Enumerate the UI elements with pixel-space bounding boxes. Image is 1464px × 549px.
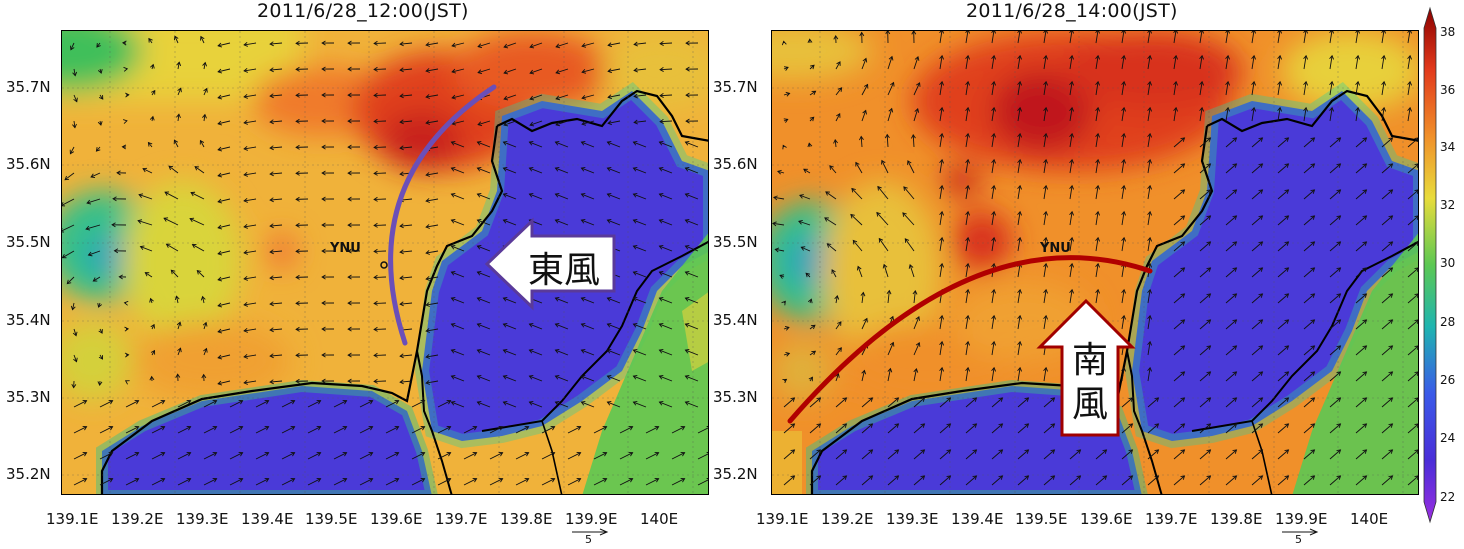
lat-label-right: 35.5N [713, 233, 758, 251]
lon-label-left: 139.4E [241, 510, 294, 528]
colorbar-tick: 24 [1440, 431, 1456, 445]
reference-vector-label-right: 5 [1295, 533, 1302, 546]
south-wind-label-char-1: 南 [1071, 340, 1108, 381]
temperature-field-right [772, 31, 1418, 494]
lon-label-left: 139.9E [565, 510, 618, 528]
lon-label-left: 139.8E [500, 510, 553, 528]
south-wind-label-char-2: 風 [1071, 384, 1108, 425]
colorbar-tick: 30 [1440, 256, 1456, 270]
lon-label-right: 139.3E [886, 510, 939, 528]
lon-label-right: 139.4E [951, 510, 1004, 528]
wind-vectors-left [62, 35, 708, 486]
panel-title-right: 2011/6/28_14:00(JST) [966, 0, 1178, 22]
lon-label-left: 139.6E [370, 510, 423, 528]
lat-label-right: 35.6N [713, 155, 758, 173]
reference-vector-left [572, 528, 609, 536]
lon-label-right: 139.9E [1275, 510, 1328, 528]
lon-label-left: 139.7E [435, 510, 488, 528]
sea-breeze-front-left [388, 84, 497, 346]
east-wind-label: 東風 [528, 250, 601, 291]
lat-label-left: 35.4N [6, 311, 51, 329]
lon-label-right: 139.5E [1015, 510, 1068, 528]
lat-label-left: 35.6N [6, 155, 51, 173]
wind-vectors-right [772, 31, 1418, 486]
south-wind-arrow [1036, 298, 1136, 437]
colorbar-tick: 34 [1440, 140, 1456, 154]
lat-label-right: 35.2N [713, 465, 758, 483]
lat-label-left: 35.3N [6, 388, 51, 406]
lat-label-right: 35.3N [713, 388, 758, 406]
ynu-marker-left [380, 261, 388, 269]
lat-label-left: 35.5N [6, 233, 51, 251]
lon-label-left: 139.1E [46, 510, 99, 528]
lon-label-right: 139.2E [821, 510, 874, 528]
temperature-field-left [62, 31, 708, 494]
colorbar [1423, 6, 1437, 524]
ynu-label-right: YNU [1040, 241, 1071, 256]
lat-label-left: 35.7N [6, 78, 51, 96]
east-wind-arrow [484, 217, 616, 311]
lat-label-right: 35.4N [713, 311, 758, 329]
ynu-label-left: YNU [330, 241, 361, 256]
reference-vector-label-left: 5 [585, 533, 592, 546]
lon-label-right: 140E [1350, 510, 1389, 528]
colorbar-tick: 22 [1440, 490, 1456, 504]
colorbar-tick: 28 [1440, 315, 1456, 329]
lon-label-right: 139.8E [1210, 510, 1263, 528]
lon-label-left: 139.3E [176, 510, 229, 528]
lon-label-right: 139.1E [756, 510, 809, 528]
colorbar-tick: 36 [1440, 83, 1456, 97]
colorbar-tick: 26 [1440, 373, 1456, 387]
lon-label-left: 139.5E [305, 510, 358, 528]
sea-breeze-front-right [787, 255, 1153, 424]
lat-label-left: 35.2N [6, 465, 51, 483]
colorbar-tick: 38 [1440, 25, 1456, 39]
lon-label-right: 139.7E [1145, 510, 1198, 528]
colorbar-tick: 32 [1440, 198, 1456, 212]
lat-label-right: 35.7N [713, 78, 758, 96]
map-left: YNU 東風 [61, 30, 709, 495]
panel-title-left: 2011/6/28_12:00(JST) [257, 0, 469, 22]
lon-label-right: 139.6E [1080, 510, 1133, 528]
lon-label-left: 140E [640, 510, 679, 528]
map-right: YNU 南 風 [771, 30, 1419, 495]
lon-label-left: 139.2E [111, 510, 164, 528]
reference-vector-right [1282, 528, 1319, 536]
